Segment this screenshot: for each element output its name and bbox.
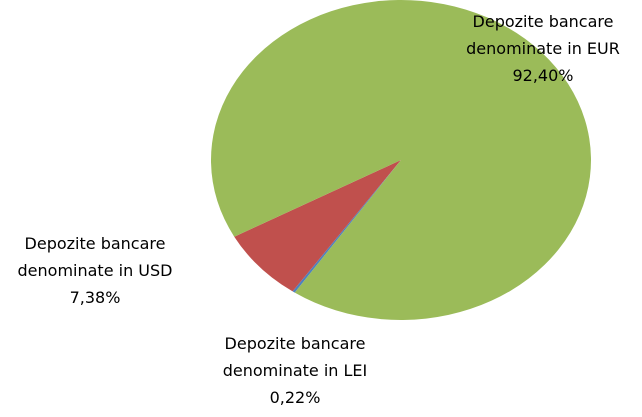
data-label: Depozite bancare denominate in EUR 92,40% bbox=[448, 8, 638, 89]
data-label: Depozite bancare denominate in USD 7,38% bbox=[2, 230, 188, 311]
value-label: 7,38% bbox=[69, 288, 121, 307]
category-name: Depozite bancare denominate in LEI bbox=[222, 334, 368, 380]
category-name: Depozite bancare denominate in USD bbox=[17, 234, 173, 280]
category-name: Depozite bancare denominate in EUR bbox=[466, 12, 620, 58]
pie-slice bbox=[210, 0, 592, 321]
pie-slice bbox=[292, 160, 401, 293]
data-label: Depozite bancare denominate in LEI 0,22% bbox=[200, 330, 390, 411]
value-label: 0,22% bbox=[269, 388, 321, 407]
pie-slice bbox=[234, 160, 401, 292]
value-label: 92,40% bbox=[512, 66, 574, 85]
